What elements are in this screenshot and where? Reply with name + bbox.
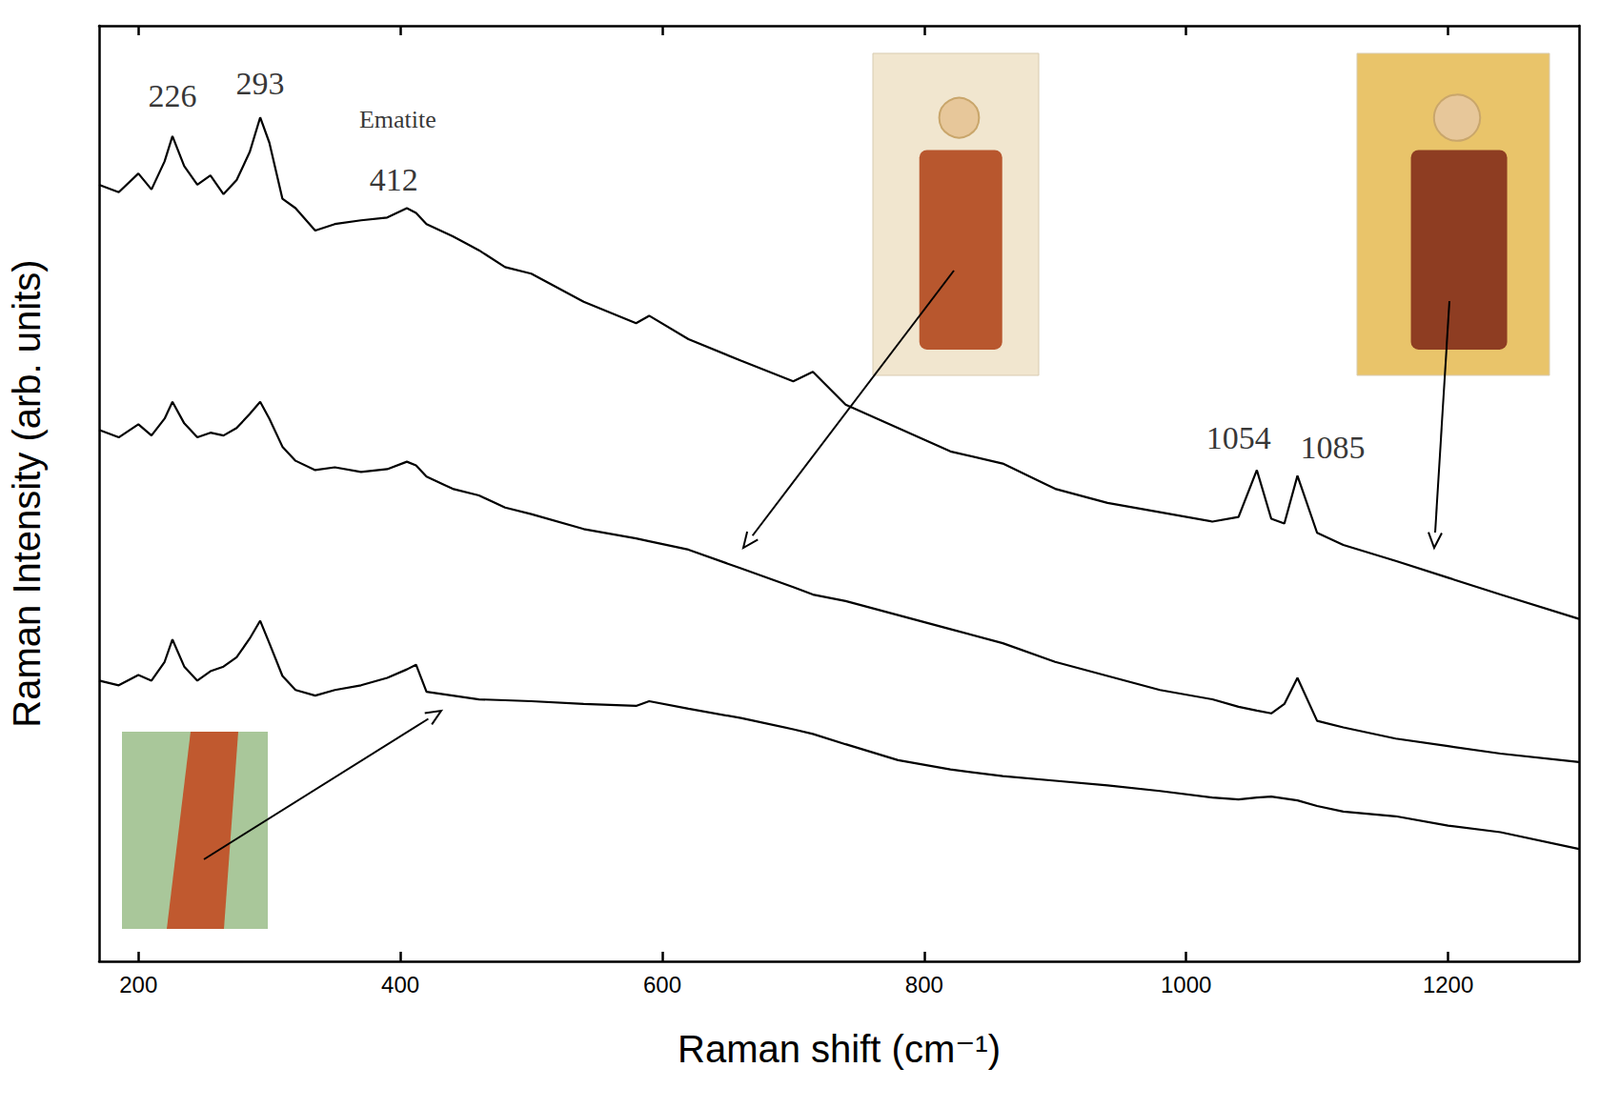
svg-text:1054: 1054: [1206, 420, 1272, 456]
svg-text:226: 226: [147, 78, 197, 114]
svg-text:200: 200: [119, 972, 158, 998]
svg-text:1085: 1085: [1300, 429, 1366, 466]
svg-text:293: 293: [236, 65, 285, 102]
svg-text:412: 412: [369, 162, 419, 198]
svg-text:1200: 1200: [1422, 972, 1474, 998]
svg-text:400: 400: [381, 972, 420, 998]
svg-text:Raman Intensity (arb. units): Raman Intensity (arb. units): [5, 259, 48, 728]
svg-text:Ematite: Ematite: [359, 105, 437, 134]
svg-text:800: 800: [905, 972, 944, 998]
svg-text:Raman shift (cm⁻¹): Raman shift (cm⁻¹): [677, 1028, 1001, 1071]
svg-text:600: 600: [643, 972, 682, 998]
svg-text:1000: 1000: [1160, 972, 1212, 998]
